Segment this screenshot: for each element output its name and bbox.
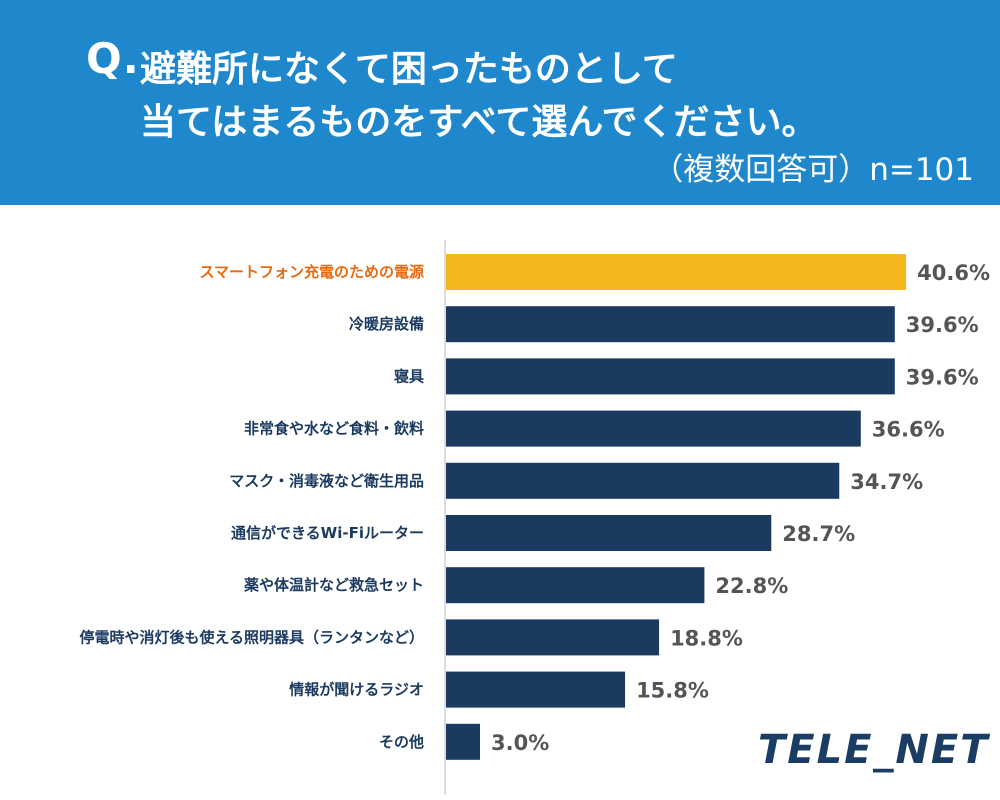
value-label: 39.6%: [906, 313, 979, 337]
value-label: 22.8%: [715, 574, 788, 598]
value-label: 34.7%: [850, 470, 923, 494]
bar: [446, 567, 705, 604]
value-label: 3.0%: [491, 731, 549, 755]
value-label: 28.7%: [782, 522, 855, 546]
category-label: マスク・消毒液など衛生用品: [229, 472, 424, 490]
question-label: Q.: [86, 34, 140, 83]
bar: [446, 358, 895, 395]
category-label: 停電時や消灯後も使える照明器具（ランタンなど）: [79, 628, 424, 646]
bar: [446, 462, 840, 499]
bar: [446, 619, 660, 656]
category-label: スマートフォン充電のための電源: [199, 263, 424, 281]
bar: [446, 671, 626, 708]
bar: [446, 306, 895, 343]
value-label: 39.6%: [906, 365, 979, 389]
value-label: 18.8%: [670, 626, 743, 650]
value-label: 40.6%: [917, 261, 990, 285]
value-label: 36.6%: [872, 418, 945, 442]
category-label: 情報が聞けるラジオ: [289, 681, 424, 699]
category-label: 寝具: [394, 367, 424, 385]
bar: [446, 723, 480, 760]
category-label: 非常食や水など食料・飲料: [244, 420, 424, 438]
tele-net-logo: TELE_NET: [758, 727, 990, 773]
question-note: （複数回答可）n=101: [652, 152, 974, 188]
bar: [446, 410, 861, 447]
category-label: 薬や体温計など救急セット: [243, 576, 424, 594]
category-label: その他: [379, 733, 424, 751]
value-label: 15.8%: [636, 679, 709, 703]
question-header: Q. 避難所になくて困ったものとして 当てはまるものをすべて選んでください。 （…: [0, 0, 1000, 205]
question-title-line2: 当てはまるものをすべて選んでください。: [140, 102, 818, 143]
bar-chart: スマートフォン充電のための電源 40.6% 冷暖房設備 39.6% 寝具 39.6% 非常食…: [79, 240, 990, 795]
category-label: 通信ができるWi-Fiルーター: [231, 524, 424, 542]
category-label: 冷暖房設備: [349, 315, 424, 333]
question-title-line1: 避難所になくて困ったものとして: [140, 49, 678, 90]
bar: [446, 254, 907, 290]
bar: [446, 515, 772, 551]
